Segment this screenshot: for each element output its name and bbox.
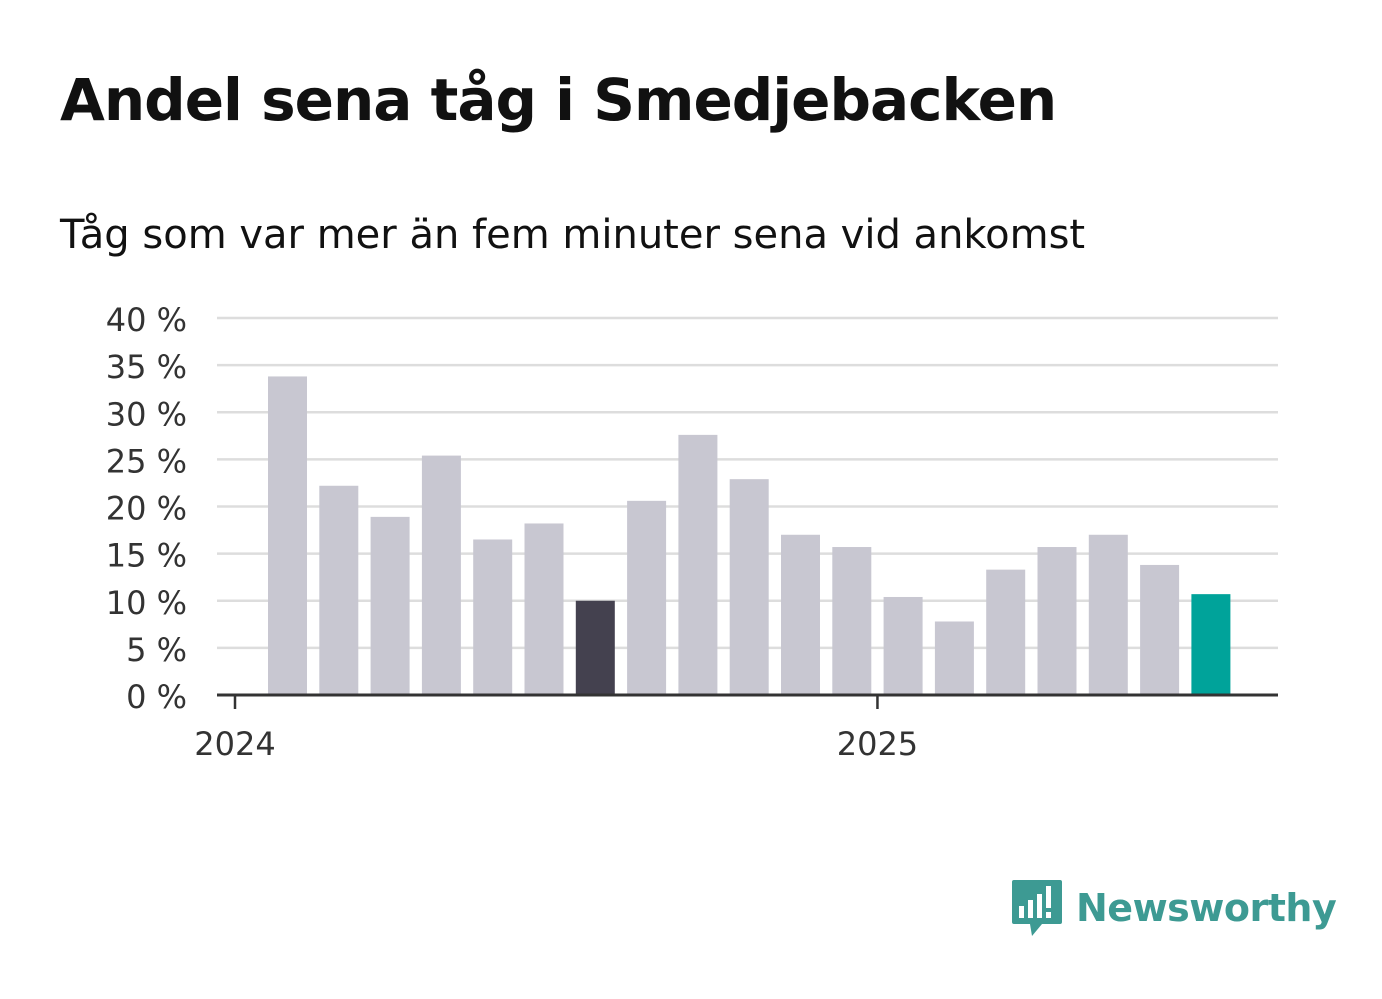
bar — [1191, 594, 1231, 695]
y-tick-label: 25 % — [106, 442, 187, 480]
bar — [1088, 534, 1128, 695]
bar — [883, 596, 923, 695]
y-tick-label: 20 % — [106, 490, 187, 528]
bar — [1140, 564, 1180, 695]
bar — [421, 455, 461, 695]
logo-text: Newsworthy — [1076, 886, 1337, 930]
bar — [524, 523, 564, 695]
y-tick-label: 40 % — [106, 301, 187, 339]
newsworthy-chart-bubble-icon — [1012, 880, 1062, 936]
bar — [473, 539, 513, 695]
bar — [575, 600, 615, 695]
bar — [1037, 547, 1077, 695]
x-tick-label: 2024 — [194, 725, 275, 763]
bar — [319, 485, 359, 695]
chart-subtitle: Tåg som var mer än fem minuter sena vid … — [60, 212, 1086, 258]
bar — [268, 376, 307, 695]
y-tick-label: 0 % — [126, 678, 187, 716]
chart-title: Andel sena tåg i Smedjebacken — [60, 66, 1057, 134]
bar — [678, 434, 718, 695]
newsworthy-logo: Newsworthy — [1010, 878, 1337, 938]
y-tick-label: 35 % — [106, 348, 187, 386]
bar — [832, 547, 872, 695]
bar — [986, 569, 1026, 695]
bar — [781, 534, 820, 695]
y-tick-label: 5 % — [126, 631, 187, 669]
bar — [627, 500, 667, 695]
y-tick-label: 30 % — [106, 395, 187, 433]
y-tick-label: 10 % — [106, 584, 187, 622]
x-tick-label: 2025 — [837, 725, 918, 763]
bar — [729, 479, 769, 695]
bar — [934, 621, 974, 695]
bar — [370, 516, 410, 695]
y-tick-label: 15 % — [106, 537, 187, 575]
